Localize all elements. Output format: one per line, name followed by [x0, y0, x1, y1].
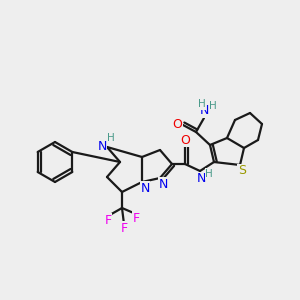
Text: H: H [198, 99, 206, 109]
Text: H: H [205, 169, 213, 179]
Text: O: O [180, 134, 190, 146]
Text: N: N [97, 140, 107, 154]
Text: N: N [158, 178, 168, 190]
Text: O: O [172, 118, 182, 130]
Text: F: F [104, 214, 112, 226]
Text: F: F [120, 221, 128, 235]
Text: H: H [107, 133, 115, 143]
Text: N: N [196, 172, 206, 185]
Text: S: S [238, 164, 246, 178]
Text: N: N [140, 182, 150, 194]
Text: H: H [209, 101, 217, 111]
Text: F: F [132, 212, 140, 224]
Text: N: N [199, 104, 209, 118]
